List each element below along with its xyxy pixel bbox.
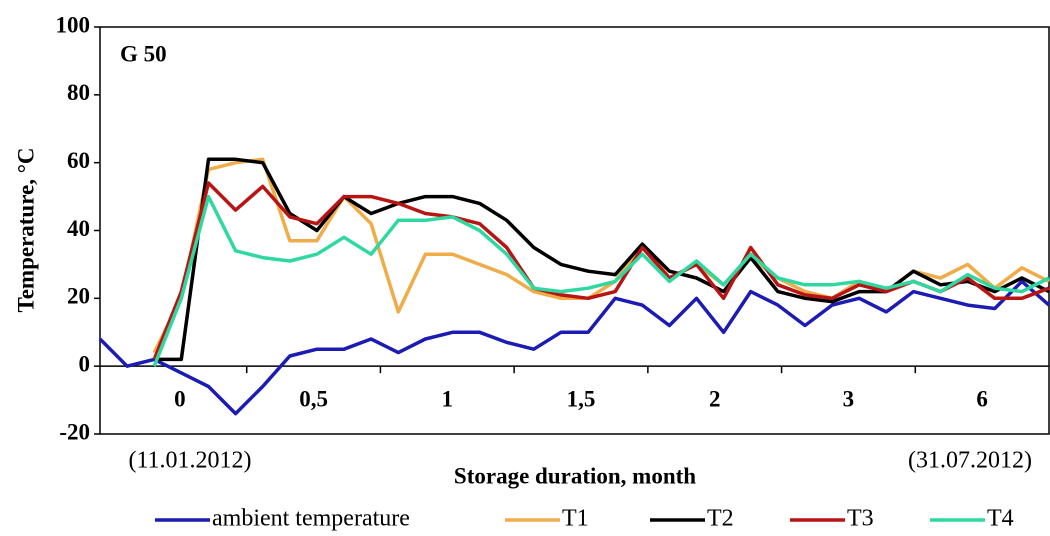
legend-label: T1 <box>562 506 589 532</box>
x-tick-label: 0 <box>174 386 186 411</box>
end-date: (31.07.2012) <box>908 448 1032 474</box>
legend-label: ambient temperature <box>212 506 410 532</box>
x-axis-label: Storage duration, month <box>454 463 696 488</box>
y-tick-label: 60 <box>67 148 90 173</box>
series-line <box>98 279 1050 416</box>
y-tick-label: 80 <box>67 80 90 105</box>
x-tick-label: 1 <box>442 386 454 411</box>
series-line <box>152 157 1050 354</box>
x-tick-label: 2 <box>709 386 721 411</box>
y-tick-label: 40 <box>67 216 90 241</box>
x-tick-label: 6 <box>976 386 988 411</box>
legend-label: T3 <box>847 506 874 532</box>
annotation: G 50 <box>120 41 167 66</box>
y-tick-label: 20 <box>67 284 90 309</box>
y-tick-label: 100 <box>56 12 91 37</box>
x-tick-label: 0,5 <box>299 386 328 411</box>
start-date: (11.01.2012) <box>128 448 251 474</box>
y-axis-label: Temperature, °C <box>13 147 38 312</box>
x-tick-label: 3 <box>843 386 855 411</box>
plot-frame <box>99 26 1050 435</box>
y-tick-label: -20 <box>59 419 90 444</box>
legend-label: T4 <box>987 506 1014 532</box>
series-line <box>152 194 1050 367</box>
x-tick-label: 1,5 <box>567 386 596 411</box>
legend-label: T2 <box>707 506 734 532</box>
y-tick-label: 0 <box>79 351 91 376</box>
